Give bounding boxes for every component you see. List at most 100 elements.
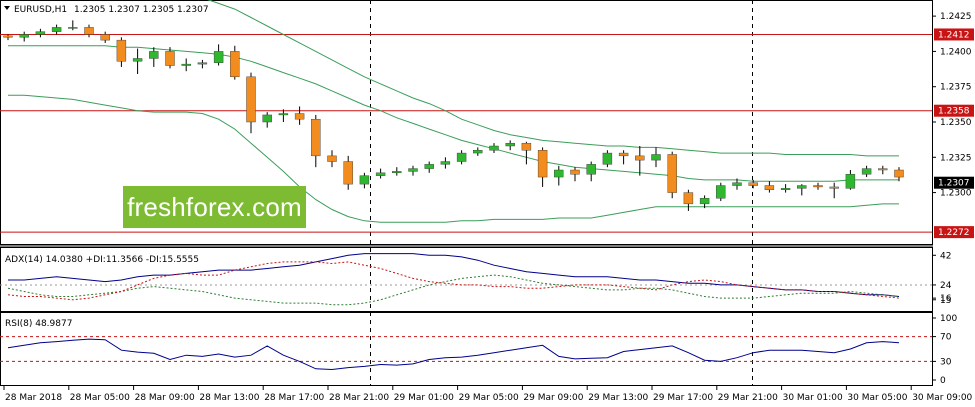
candle (473, 147, 483, 156)
candle (829, 182, 839, 199)
time-tick-label: 29 Mar 01:00 (394, 393, 454, 403)
candle-body (667, 154, 677, 193)
candle-body (699, 198, 710, 205)
candle-body (408, 168, 418, 172)
candle (521, 141, 532, 165)
rsi-line (7, 338, 900, 371)
candle (35, 28, 46, 38)
candle (278, 109, 289, 122)
candle (683, 189, 694, 211)
candle (456, 150, 467, 165)
price-level-tag-label: 1.2272 (938, 228, 970, 238)
candle-body (489, 145, 499, 151)
candle (716, 182, 726, 202)
price-tick-label: 1.2425 (940, 12, 972, 22)
adx-panel-title: ADX(14) 14.0380 +DI:11.3566 -DI:15.5555 (5, 255, 199, 265)
candle-body (440, 161, 451, 165)
candle (84, 24, 94, 38)
symbol-dropdown-icon[interactable] (4, 6, 10, 10)
candle (537, 147, 548, 187)
candle-body (748, 182, 758, 186)
candle-body (716, 185, 726, 199)
candle (359, 172, 370, 189)
candle (246, 72, 256, 134)
candle (213, 44, 224, 66)
candle-body (554, 169, 564, 178)
candle (505, 140, 515, 151)
price-tick-label: 1.2325 (940, 153, 972, 163)
price-level-tag (934, 176, 974, 189)
candle (699, 195, 710, 209)
candle-body (732, 182, 742, 186)
candle-body (359, 175, 370, 185)
price-tick-label: 1.2375 (940, 83, 972, 93)
candlestick-series (3, 20, 904, 211)
candle-body (116, 39, 127, 62)
candle (797, 184, 807, 196)
time-tick-label: 28 Mar 21:00 (329, 393, 389, 403)
candle (554, 165, 564, 186)
time-tick-label: 29 Mar 13:00 (588, 393, 648, 403)
candle (602, 150, 613, 168)
time-tick-label: 29 Mar 21:00 (718, 393, 778, 403)
rsi-panel-border (0, 312, 933, 386)
ohlc-readout: 1.2305 1.2307 1.2305 1.2307 (74, 5, 209, 15)
price-tick-label: 1.2400 (940, 47, 972, 57)
candle-body (51, 27, 62, 32)
candle-body (424, 164, 434, 169)
candle-body (181, 63, 191, 66)
time-tick-label: 30 Mar 01:00 (783, 393, 843, 403)
candle (311, 114, 321, 168)
bollinger-upper-line (207, 0, 899, 157)
candle-body (683, 192, 694, 205)
candle-body (84, 27, 94, 35)
candle (132, 48, 143, 74)
candle (230, 45, 240, 80)
candle-body (327, 155, 337, 162)
candle-body (878, 168, 888, 171)
time-tick-label: 29 Mar 17:00 (653, 393, 713, 403)
brand-watermark: freshforex.com (123, 186, 306, 228)
adx-tick-label: 15 (940, 296, 951, 306)
candle (3, 34, 13, 41)
candle (845, 170, 856, 190)
bollinger-bands (8, 0, 899, 223)
candle-body (797, 185, 807, 189)
candle (440, 157, 451, 169)
candle (19, 31, 29, 42)
candle (780, 184, 791, 193)
candle-body (262, 114, 272, 123)
candle-body (294, 113, 305, 120)
candle (343, 155, 353, 190)
candle-body (618, 152, 629, 157)
candle (424, 161, 434, 173)
time-tick-label: 28 Mar 09:00 (135, 393, 195, 403)
candle-body (246, 76, 256, 123)
time-tick-label: 29 Mar 09:00 (523, 393, 583, 403)
candle-body (343, 161, 353, 185)
candle-body (570, 169, 580, 175)
candle-body (764, 185, 775, 190)
candle-body (537, 150, 548, 178)
bollinger-lower-line (8, 94, 899, 223)
candle (165, 47, 175, 69)
candle-body (100, 34, 110, 41)
time-tick-label: 28 Mar 13:00 (199, 393, 259, 403)
adx-tick-label: 24 (940, 281, 952, 291)
candle-body (602, 152, 613, 165)
candle (813, 182, 823, 190)
candle (149, 47, 159, 67)
candle-body (35, 31, 46, 35)
candle-body (197, 62, 208, 65)
candle-body (586, 164, 596, 175)
time-tick-label: 28 Mar 17:00 (264, 393, 324, 403)
horizontal-levels (0, 33, 932, 233)
candle-body (861, 168, 872, 175)
candle (375, 168, 386, 179)
rsi-indicator: 100 70 30 0 (0, 314, 957, 386)
adx-panel-border (0, 247, 933, 312)
price-level-tag-label: 1.2412 (938, 30, 970, 40)
candle-body (521, 142, 532, 151)
